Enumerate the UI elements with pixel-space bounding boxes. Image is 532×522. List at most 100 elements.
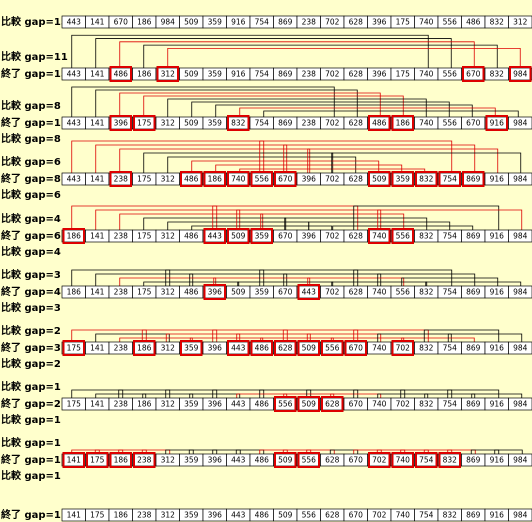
value-text: 486 [255, 344, 270, 353]
value-text: 628 [349, 70, 364, 79]
compare-bracket [377, 273, 476, 286]
row-label: 終了 gap=11 [1, 116, 68, 129]
highlight-box [227, 115, 250, 131]
value-text: 359 [396, 175, 411, 184]
highlight-box [203, 228, 226, 244]
compare-bracket [263, 110, 519, 117]
value-text: 396 [208, 511, 223, 520]
value-text: 238 [114, 175, 129, 184]
value-text: 486 [255, 511, 270, 520]
value-text: 238 [302, 119, 317, 128]
value-box [508, 285, 532, 299]
highlight-box [250, 228, 273, 244]
value-text: 702 [396, 344, 411, 353]
highlight-box [109, 452, 132, 468]
value-text: 443 [231, 511, 246, 520]
value-text: 186 [137, 70, 152, 79]
value-text: 916 [231, 18, 246, 27]
value-text: 238 [137, 511, 152, 520]
highlight-box [203, 284, 226, 300]
highlight-box [133, 452, 156, 468]
value-text: 670 [278, 232, 293, 241]
value-text: 509 [302, 344, 317, 353]
value-text: 869 [466, 288, 481, 297]
value-text: 396 [302, 175, 317, 184]
value-text: 486 [114, 70, 129, 79]
compare-label: 比較 gap=1 [1, 469, 61, 482]
value-text: 628 [349, 232, 364, 241]
value-text: 916 [490, 400, 505, 409]
compare-bracket [212, 329, 288, 342]
value-text: 670 [114, 18, 129, 27]
value-text: 628 [325, 511, 340, 520]
compare-label: 比較 gap=3 [1, 268, 61, 281]
value-text: 869 [466, 456, 481, 465]
value-text: 175 [90, 511, 105, 520]
highlight-box [297, 396, 320, 412]
value-text: 141 [90, 288, 105, 297]
compare-bracket [95, 393, 147, 398]
value-text: 509 [372, 175, 387, 184]
value-text: 141 [90, 400, 105, 409]
value-text: 754 [255, 119, 270, 128]
value-text: 869 [278, 70, 293, 79]
value-text: 916 [490, 288, 505, 297]
highlight-box [86, 452, 109, 468]
value-box [508, 229, 532, 243]
value-text: 186 [114, 511, 129, 520]
compare-bracket [142, 393, 194, 398]
value-text: 754 [443, 232, 458, 241]
highlight-box [274, 452, 297, 468]
compare-bracket [494, 449, 523, 454]
compare-bracket [95, 89, 358, 117]
compare-bracket [189, 273, 288, 286]
value-text: 984 [513, 511, 528, 520]
compare-bracket [259, 140, 453, 173]
value-text: 238 [114, 400, 129, 409]
compare-bracket [329, 449, 359, 454]
value-text: 141 [90, 119, 105, 128]
highlight-box [368, 452, 391, 468]
value-text: 916 [231, 70, 246, 79]
value-text: 141 [90, 344, 105, 353]
value-text: 832 [419, 400, 434, 409]
value-text: 443 [231, 456, 246, 465]
compare-bracket [212, 449, 241, 454]
value-text: 443 [67, 119, 82, 128]
compare-bracket [143, 217, 287, 230]
value-text: 702 [325, 119, 340, 128]
compare-bracket [239, 107, 496, 117]
value-text: 509 [184, 119, 199, 128]
value-text: 186 [67, 232, 82, 241]
value-text: 359 [255, 232, 270, 241]
value-text: 238 [114, 344, 129, 353]
value-text: 984 [513, 400, 528, 409]
compare-bracket [424, 393, 476, 398]
compare-bracket [447, 333, 523, 342]
highlight-box [509, 66, 532, 82]
compare-bracket [191, 101, 450, 117]
value-text: 740 [396, 511, 411, 520]
value-text: 359 [184, 400, 199, 409]
value-text: 443 [67, 18, 82, 27]
value-text: 186 [396, 119, 411, 128]
highlight-box [438, 171, 461, 187]
row-label: 終了 gap=2 [1, 397, 61, 410]
compare-label: 比較 gap=4 [1, 212, 61, 225]
highlight-box [368, 171, 391, 187]
highlight-box [227, 340, 250, 356]
compare-label: 比較 gap=6 [1, 155, 61, 168]
value-text: 670 [349, 511, 364, 520]
value-text: 754 [419, 511, 434, 520]
compare-label: 比較 gap=2 [1, 324, 61, 337]
value-text: 359 [184, 456, 199, 465]
value-box [508, 341, 532, 355]
highlight-box [391, 452, 414, 468]
value-text: 238 [302, 70, 317, 79]
highlight-box [156, 66, 179, 82]
highlight-box [368, 228, 391, 244]
value-text: 702 [372, 511, 387, 520]
highlight-box [462, 171, 485, 187]
value-text: 312 [161, 119, 176, 128]
value-box [508, 453, 532, 467]
